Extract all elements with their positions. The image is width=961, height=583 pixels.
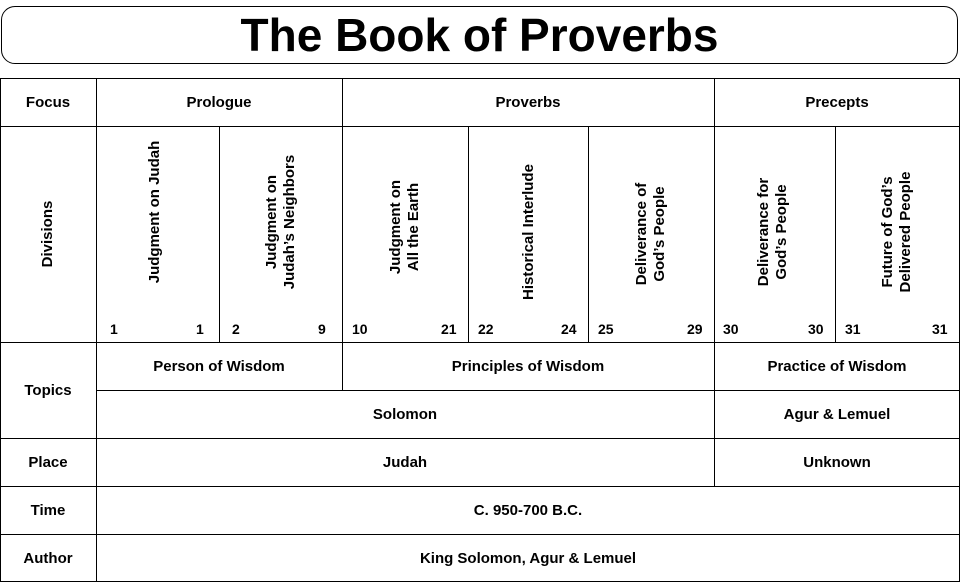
overview-chart: Focus Divisions Topics Place Time Author… bbox=[0, 78, 960, 582]
division-1-start: 1 bbox=[110, 321, 118, 337]
label-focus: Focus bbox=[25, 93, 71, 111]
division-6-line-1: Deliverance for bbox=[755, 177, 772, 287]
division-4-end: 24 bbox=[561, 321, 577, 337]
grid-line bbox=[0, 581, 960, 582]
place-judah: Judah bbox=[382, 453, 428, 471]
place-unknown: Unknown bbox=[803, 453, 871, 471]
grid-line bbox=[0, 534, 960, 535]
label-author: Author bbox=[23, 549, 73, 567]
division-3-line-1: Judgment on bbox=[387, 179, 404, 275]
focus-precepts: Precepts bbox=[805, 93, 869, 111]
division-2: Judgment on Judah’s Neighbors bbox=[263, 155, 299, 289]
topic-solomon: Solomon bbox=[372, 405, 438, 423]
division-5-line-1: Deliverance of bbox=[633, 182, 650, 286]
grid-line bbox=[0, 342, 960, 343]
division-7: Future of God’s Delivered People bbox=[879, 172, 915, 293]
grid-line bbox=[0, 126, 960, 127]
label-place: Place bbox=[28, 453, 68, 471]
label-time: Time bbox=[30, 501, 66, 519]
division-6-start: 30 bbox=[723, 321, 739, 337]
division-5-line-2: God’s People bbox=[651, 186, 668, 282]
division-3-line-2: All the Earth bbox=[405, 182, 422, 272]
topic-practice-of-wisdom: Practice of Wisdom bbox=[767, 357, 907, 375]
division-3-end: 21 bbox=[441, 321, 457, 337]
grid-line bbox=[468, 126, 469, 342]
division-7-line-2: Delivered People bbox=[897, 171, 914, 293]
topic-agur-lemuel: Agur & Lemuel bbox=[783, 405, 891, 423]
grid-line bbox=[959, 78, 960, 582]
focus-prologue: Prologue bbox=[186, 93, 252, 111]
grid-line bbox=[835, 126, 836, 342]
division-6: Deliverance for God’s People bbox=[755, 178, 791, 286]
division-6-line-2: God’s People bbox=[773, 184, 790, 280]
division-2-start: 2 bbox=[232, 321, 240, 337]
grid-line bbox=[588, 126, 589, 342]
focus-proverbs: Proverbs bbox=[495, 93, 561, 111]
grid-line bbox=[714, 78, 715, 486]
division-7-line-1: Future of God’s bbox=[879, 176, 896, 288]
division-4-line-1: Historical Interlude bbox=[520, 164, 537, 300]
grid-line bbox=[96, 390, 960, 391]
division-1: Judgment on Judah bbox=[146, 141, 164, 284]
division-2-end: 9 bbox=[318, 321, 326, 337]
author-value: King Solomon, Agur & Lemuel bbox=[419, 549, 637, 567]
division-7-start: 31 bbox=[845, 321, 861, 337]
grid-line bbox=[0, 78, 960, 79]
division-3: Judgment on All the Earth bbox=[387, 180, 423, 274]
page-title: The Book of Proverbs bbox=[240, 9, 719, 61]
grid-line bbox=[96, 78, 97, 582]
grid-line bbox=[0, 486, 960, 487]
division-6-end: 30 bbox=[808, 321, 824, 337]
division-4-start: 22 bbox=[478, 321, 494, 337]
division-2-line-1: Judgment on bbox=[263, 174, 280, 270]
grid-line bbox=[219, 126, 220, 342]
label-topics: Topics bbox=[24, 381, 72, 399]
division-5-end: 29 bbox=[687, 321, 703, 337]
title-banner: The Book of Proverbs bbox=[1, 6, 958, 64]
label-divisions: Divisions bbox=[39, 200, 56, 268]
division-1-end: 1 bbox=[196, 321, 204, 337]
topic-principles-of-wisdom: Principles of Wisdom bbox=[451, 357, 605, 375]
division-7-end: 31 bbox=[932, 321, 948, 337]
division-5-start: 25 bbox=[598, 321, 614, 337]
division-1-line-1: Judgment on Judah bbox=[146, 140, 163, 284]
division-2-line-2: Judah’s Neighbors bbox=[281, 154, 298, 290]
time-value: C. 950-700 B.C. bbox=[473, 501, 583, 519]
grid-line bbox=[0, 78, 1, 582]
grid-line bbox=[0, 438, 960, 439]
division-5: Deliverance of God’s People bbox=[633, 183, 669, 286]
division-3-start: 10 bbox=[352, 321, 368, 337]
topic-person-of-wisdom: Person of Wisdom bbox=[153, 357, 285, 375]
division-4: Historical Interlude bbox=[520, 164, 538, 300]
grid-line bbox=[342, 78, 343, 390]
